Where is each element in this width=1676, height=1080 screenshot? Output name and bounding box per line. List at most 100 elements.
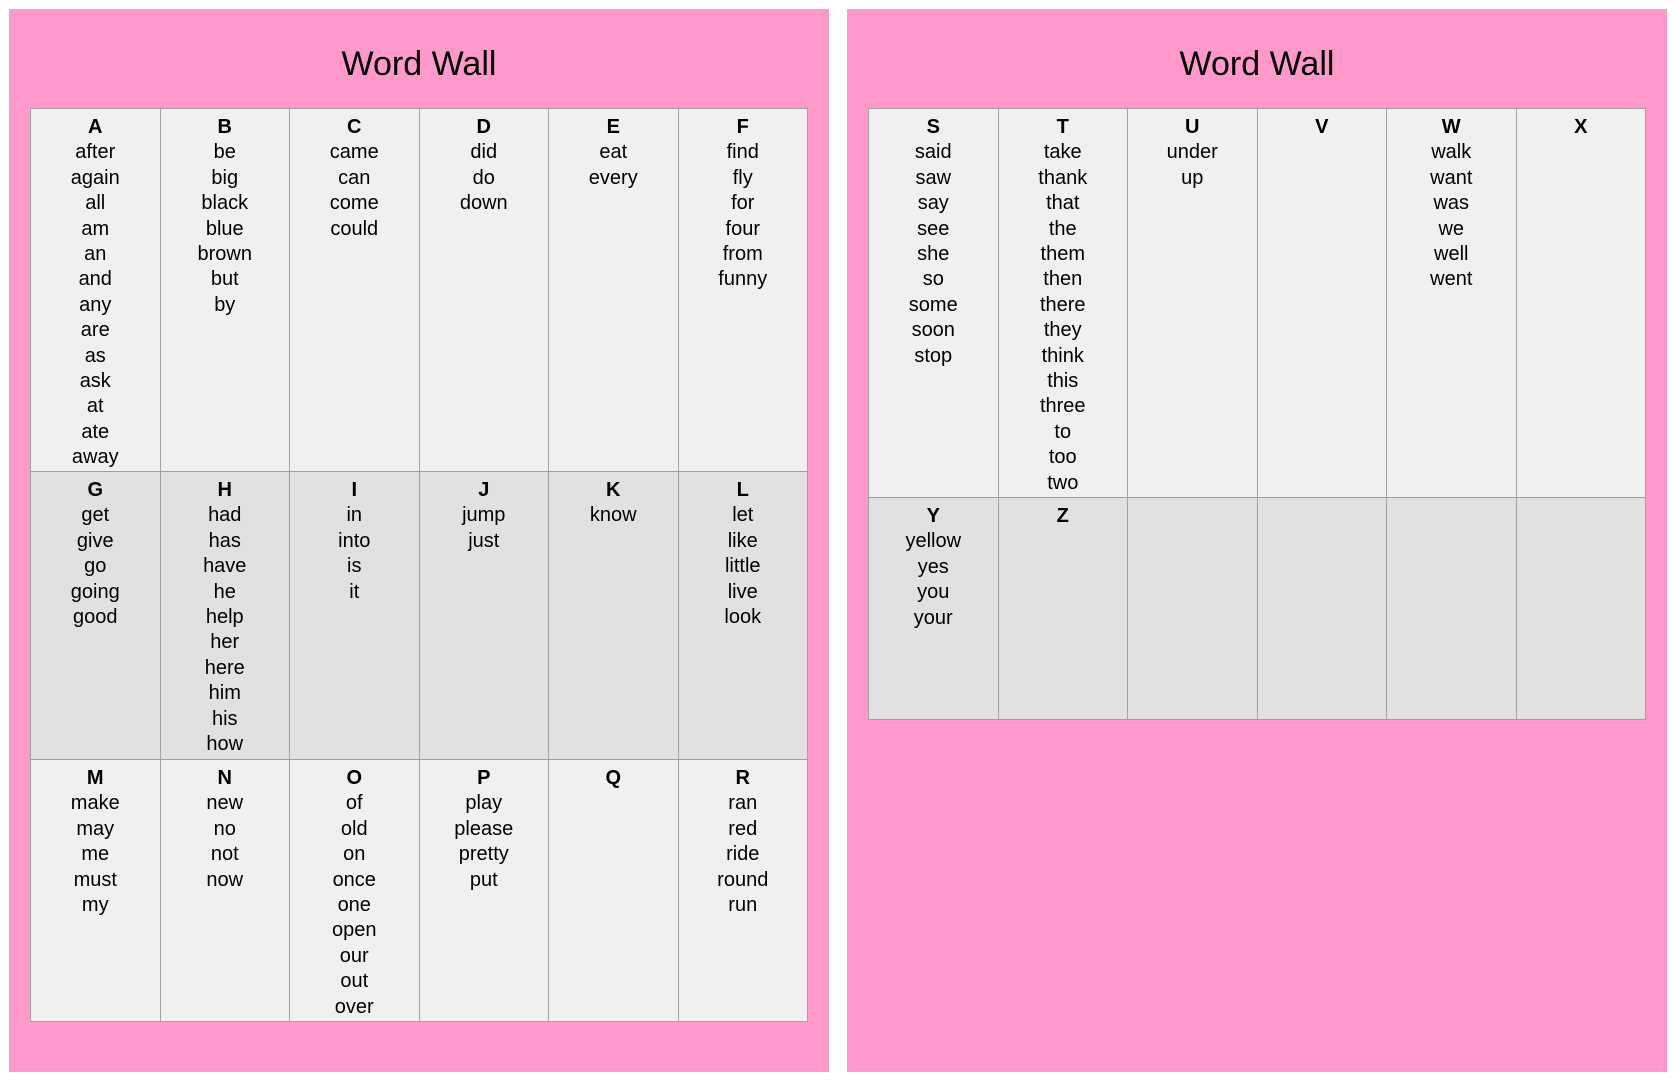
sight-word: new — [206, 792, 244, 815]
sight-word: red — [728, 817, 758, 840]
sight-word: our — [339, 944, 369, 967]
letter-heading: X — [1574, 116, 1588, 138]
sight-word: walk — [1431, 141, 1472, 164]
sight-word: no — [213, 817, 236, 840]
sight-word: up — [1181, 166, 1204, 189]
empty-cell — [1515, 497, 1646, 720]
sight-word: you — [917, 581, 950, 604]
letter-heading: B — [217, 116, 232, 138]
sight-word: me — [81, 843, 110, 866]
sight-word: and — [78, 268, 112, 291]
sight-word: from — [722, 243, 763, 266]
letter-heading: V — [1315, 116, 1329, 138]
sight-word: find — [726, 141, 759, 164]
sight-word: away — [71, 446, 119, 469]
sight-word: black — [201, 192, 249, 215]
letter-heading: A — [88, 116, 103, 138]
sight-word: good — [73, 606, 118, 629]
sight-word: there — [1039, 293, 1086, 316]
sight-word: thank — [1038, 166, 1088, 189]
sight-word: ran — [728, 792, 758, 815]
sight-word: by — [214, 293, 236, 316]
sight-word: it — [349, 580, 360, 603]
sight-word: know — [589, 504, 637, 527]
letter-cell-q: Q — [548, 759, 679, 1022]
sight-word: over — [334, 995, 374, 1018]
sight-word: funny — [718, 268, 768, 291]
sight-word: under — [1166, 141, 1218, 164]
sight-word: are — [80, 319, 110, 342]
sight-word: into — [338, 529, 371, 552]
sight-word: must — [73, 868, 117, 891]
sight-word: said — [914, 141, 952, 164]
sight-word: that — [1046, 192, 1080, 215]
sight-word: blue — [205, 217, 244, 240]
sight-word: for — [731, 192, 755, 215]
sight-word: some — [908, 293, 958, 316]
letter-heading: Q — [605, 767, 622, 789]
sight-word: in — [346, 504, 363, 527]
sight-word: here — [204, 656, 245, 679]
sight-word: this — [1047, 370, 1079, 393]
sight-word: brown — [197, 243, 252, 266]
letter-cell-x: X — [1515, 108, 1646, 498]
sight-word: make — [70, 792, 120, 815]
sight-word: down — [459, 192, 508, 215]
sight-word: too — [1048, 446, 1077, 469]
letter-heading: H — [217, 479, 232, 501]
sight-word: ask — [79, 370, 111, 393]
letter-heading: Y — [926, 505, 940, 527]
sight-word: of — [345, 792, 363, 815]
letter-heading: T — [1056, 116, 1069, 138]
page-title: Word Wall — [1179, 45, 1335, 83]
sight-word: get — [81, 504, 110, 527]
letter-heading: L — [736, 479, 749, 501]
sight-word: your — [913, 606, 953, 629]
sight-word: could — [330, 217, 379, 240]
sight-word: well — [1434, 243, 1469, 266]
sight-word: yes — [917, 555, 949, 578]
sight-word: not — [210, 843, 239, 866]
sight-word: going — [70, 580, 120, 603]
sight-word: one — [337, 894, 371, 917]
letter-heading: M — [86, 767, 104, 789]
letter-heading: J — [478, 479, 490, 501]
empty-cell — [1256, 497, 1387, 720]
sight-word: three — [1039, 395, 1086, 418]
sight-word: round — [717, 868, 769, 891]
sight-word: went — [1430, 268, 1473, 291]
sight-word: he — [213, 580, 236, 603]
sight-word: take — [1043, 141, 1082, 164]
sight-word: him — [208, 682, 241, 705]
sight-word: then — [1043, 268, 1083, 291]
sight-word: eat — [599, 141, 628, 164]
letter-heading: N — [217, 767, 232, 789]
empty-cell — [1386, 497, 1517, 720]
sight-word: to — [1054, 420, 1072, 443]
letter-heading: G — [87, 479, 104, 501]
letter-heading: P — [477, 767, 491, 789]
sight-word: at — [86, 395, 104, 418]
sight-word: again — [70, 166, 120, 189]
sight-word: jump — [462, 504, 506, 527]
sight-word: live — [727, 580, 758, 603]
sight-word: old — [340, 817, 368, 840]
sight-word: saw — [915, 166, 952, 189]
letter-heading: C — [347, 116, 362, 138]
